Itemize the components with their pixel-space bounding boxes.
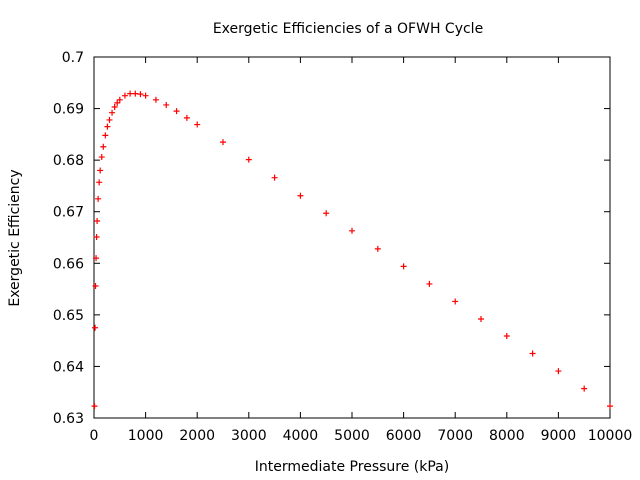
data-point (116, 96, 123, 103)
chart-title: Exergetic Efficiencies of a OFWH Cycle (213, 21, 483, 37)
data-point (349, 227, 355, 234)
data-point (297, 192, 304, 199)
y-tick-label: 0.65 (53, 308, 84, 324)
data-point (93, 255, 100, 262)
x-tick-label: 8000 (489, 428, 525, 444)
data-point (142, 92, 149, 99)
data-point (93, 233, 100, 240)
data-point (152, 96, 159, 103)
data-point (245, 156, 252, 163)
y-tick-label: 0.63 (53, 411, 84, 427)
data-point (220, 139, 226, 146)
data-point (607, 403, 613, 410)
x-tick-label: 10000 (588, 428, 633, 444)
data-point (127, 90, 134, 97)
data-point (271, 174, 278, 181)
x-tick-label: 3000 (231, 428, 267, 444)
data-point (106, 116, 113, 123)
x-tick-label: 2000 (179, 428, 215, 444)
data-point (194, 121, 201, 128)
data-point (111, 104, 118, 111)
data-point (581, 385, 588, 392)
data-point (452, 298, 459, 305)
data-point (555, 368, 562, 375)
y-tick-label: 0.66 (53, 256, 84, 272)
data-point (96, 179, 103, 186)
x-tick-label: 5000 (334, 428, 370, 444)
data-point (114, 99, 121, 106)
data-point (92, 324, 99, 331)
x-axis-label: Intermediate Pressure (kPa) (255, 459, 449, 475)
data-point (374, 245, 381, 252)
x-tick-label: 0 (90, 428, 99, 444)
data-point (109, 109, 116, 116)
data-point (121, 92, 128, 99)
data-point (104, 123, 111, 130)
data-point (92, 282, 99, 289)
data-point (400, 263, 407, 270)
data-point (97, 167, 104, 174)
data-point (503, 333, 510, 340)
data-point (163, 101, 170, 108)
x-tick-label: 1000 (128, 428, 164, 444)
data-point (91, 403, 98, 410)
plot-frame (93, 56, 611, 419)
data-point (323, 210, 330, 217)
data-point (102, 132, 109, 139)
x-axis: 0 1000 2000 3000 4000 5000 6000 7000 8000 9000 100… (90, 57, 633, 444)
y-tick-label: 0.64 (53, 359, 84, 375)
data-series (91, 90, 613, 410)
x-tick-label: 9000 (541, 428, 577, 444)
data-point (132, 90, 139, 97)
data-point (173, 108, 180, 115)
y-tick-label: 0.69 (53, 102, 84, 118)
data-point (94, 217, 101, 224)
data-point (137, 91, 144, 98)
x-tick-label: 4000 (283, 428, 319, 444)
y-tick-label: 0.7 (62, 50, 84, 66)
y-axis-label: Exergetic Efficiency (7, 169, 23, 306)
data-point (529, 350, 536, 357)
data-point (426, 280, 433, 287)
y-axis: 0.63 0.64 0.65 0.66 0.67 0.68 0.69 0.7 (53, 50, 610, 427)
y-tick-label: 0.68 (53, 153, 84, 169)
x-tick-label: 7000 (437, 428, 473, 444)
data-point (478, 315, 484, 322)
data-point (100, 143, 107, 150)
x-tick-label: 6000 (386, 428, 422, 444)
data-point (183, 114, 190, 121)
data-point (95, 195, 102, 202)
data-point (98, 154, 105, 161)
y-tick-label: 0.67 (53, 205, 84, 221)
